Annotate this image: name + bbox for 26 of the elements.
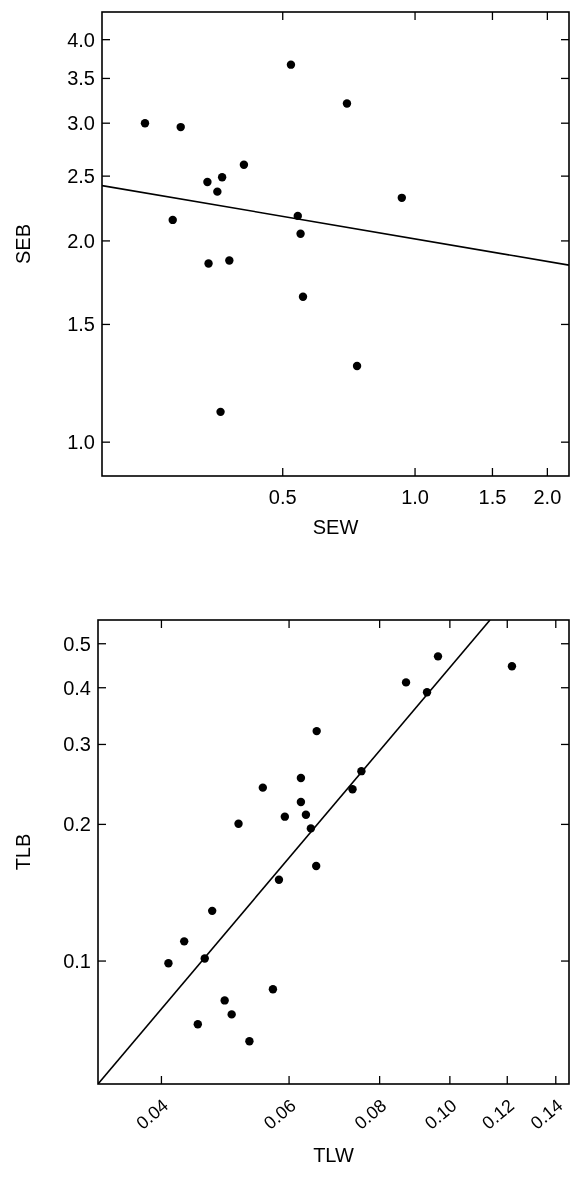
x-tick-label: 0.10 <box>420 1095 461 1134</box>
y-tick-label: 2.0 <box>67 229 95 252</box>
x-tick-label: 0.06 <box>260 1095 300 1134</box>
y-tick-label: 0.3 <box>63 733 91 756</box>
y-tick-label: 3.5 <box>67 67 95 90</box>
x-tick-label: 0.5 <box>268 486 297 508</box>
y-tick-label: 4.0 <box>67 28 95 51</box>
y-tick-label: 1.5 <box>67 313 95 336</box>
y-tick-label: 0.2 <box>63 813 91 836</box>
x-tick-label: 0.04 <box>132 1095 173 1134</box>
y-axis-title: SEB <box>12 223 34 265</box>
y-axis-title: TLB <box>12 833 34 871</box>
y-tick-label: 1.0 <box>67 431 95 454</box>
y-tick-label: 0.1 <box>63 950 91 973</box>
x-tick-label: 2.0 <box>533 486 562 508</box>
y-tick-label: 3.0 <box>67 112 95 135</box>
x-tick-label: 0.12 <box>478 1095 518 1134</box>
x-axis-title: TLW <box>313 1144 354 1166</box>
x-tick-label: 1.5 <box>478 486 507 508</box>
y-tick-label: 2.5 <box>67 165 95 188</box>
x-tick-label: 0.14 <box>526 1095 567 1134</box>
x-tick-label: 1.0 <box>401 486 429 508</box>
x-axis-title: SEW <box>312 516 359 538</box>
y-tick-label: 0.5 <box>63 632 91 655</box>
y-tick-label: 0.4 <box>63 676 91 699</box>
x-tick-label: 0.08 <box>350 1095 391 1134</box>
